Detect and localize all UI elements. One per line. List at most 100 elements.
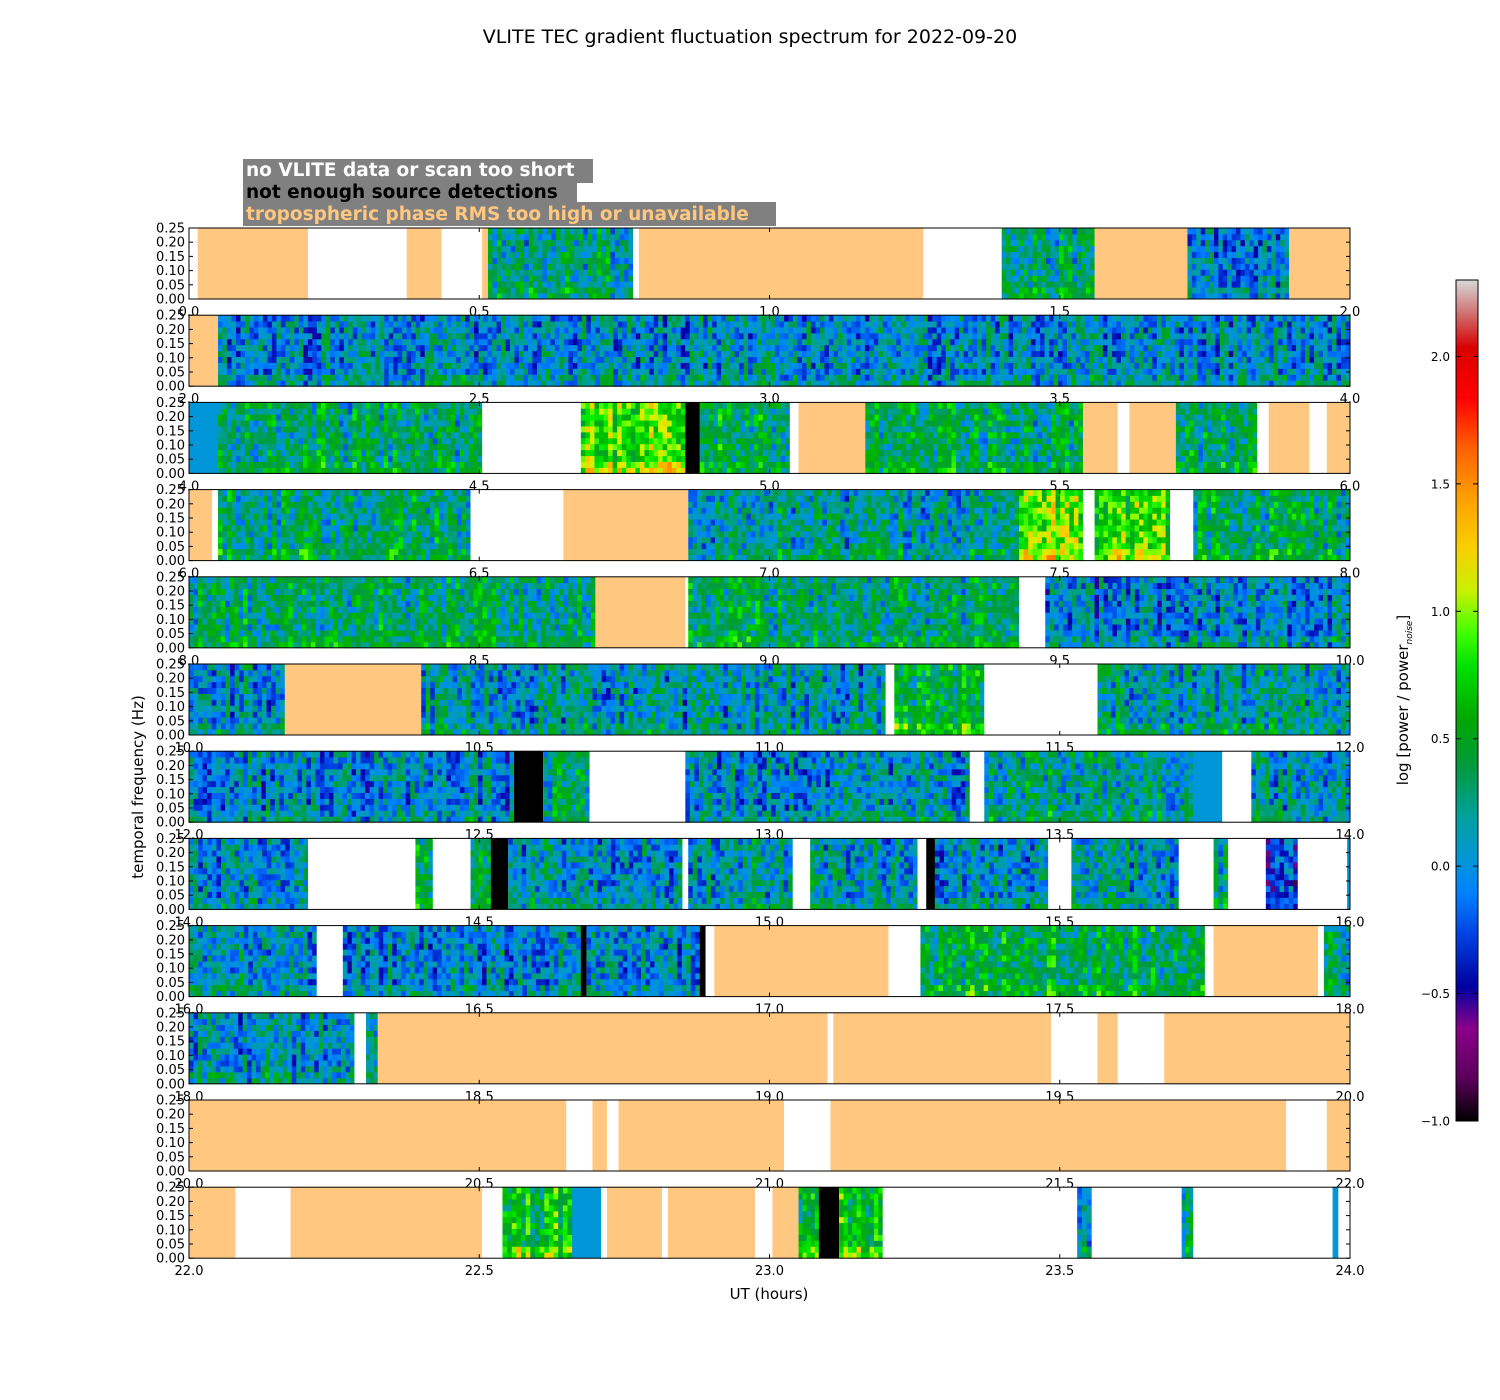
spectrum-cell	[1089, 374, 1095, 381]
spectrum-cell	[1120, 344, 1126, 352]
spectrum-cell	[806, 327, 812, 334]
spectrum-cell	[833, 350, 839, 358]
spectrum-cell	[580, 455, 586, 462]
spectrum-cell	[551, 293, 557, 300]
spectrum-cell	[235, 455, 241, 462]
spectrum-cell	[1327, 327, 1333, 334]
spectrum-cell	[258, 356, 264, 363]
spectrum-cell	[610, 245, 616, 253]
spectrum-cell	[1138, 338, 1144, 346]
spectrum-cell	[662, 368, 668, 375]
spectrum-cell	[532, 350, 538, 358]
spectrum-cell	[271, 467, 277, 474]
spectrum-cell	[1152, 321, 1158, 328]
spectrum-cell	[514, 356, 520, 363]
spectrum-cell	[240, 408, 246, 415]
spectrum-cell	[581, 356, 587, 363]
spectrum-cell	[294, 467, 300, 474]
spectrum-cell	[460, 380, 466, 387]
spectrum-cell	[1200, 239, 1206, 247]
spectrum-cell	[574, 269, 580, 276]
spectrum-cell	[644, 402, 650, 409]
spectrum-cell	[429, 350, 435, 358]
spectrum-cell	[1218, 275, 1224, 282]
spectrum-cell	[734, 327, 740, 334]
legend-no-data: no VLITE data or scan too short	[246, 160, 575, 181]
tropo-rms-segment	[1094, 228, 1188, 299]
spectrum-cell	[617, 455, 623, 462]
spectrum-cell	[506, 281, 512, 288]
spectrum-cell	[1040, 374, 1045, 381]
spectrum-cell	[397, 402, 402, 409]
spectrum-cell	[249, 321, 255, 328]
spectrum-cell	[1191, 251, 1197, 258]
spectrum-cell	[365, 443, 371, 451]
spectrum-cell	[1284, 228, 1290, 235]
spectrum-cell	[253, 402, 259, 409]
spectrum-cell	[734, 315, 740, 322]
spectrum-cell	[658, 408, 664, 415]
spectrum-cell	[662, 374, 668, 381]
spectrum-cell	[639, 467, 645, 474]
spectrum-cell	[873, 368, 879, 375]
spectrum-cell	[524, 287, 530, 294]
spectrum-cell	[860, 350, 866, 358]
spectrum-cell	[388, 461, 394, 468]
spectrum-cell	[492, 380, 497, 387]
spectrum-cell	[388, 315, 394, 322]
spectrum-cell	[1253, 239, 1259, 247]
spectrum-cell	[626, 402, 632, 409]
spectrum-cell	[419, 467, 425, 474]
spectrum-cell	[712, 327, 718, 334]
spectrum-cell	[1231, 287, 1237, 294]
spectrum-cell	[510, 269, 516, 276]
spectrum-cell	[244, 321, 250, 328]
spectrum-cell	[797, 327, 803, 334]
spectrum-cell	[1089, 332, 1095, 340]
spectrum-cell	[542, 257, 548, 264]
spectrum-cell	[1076, 251, 1082, 258]
spectrum-cell	[990, 332, 996, 340]
spectrum-cell	[1161, 374, 1167, 381]
spectrum-cell	[1054, 245, 1060, 253]
spectrum-cell	[1191, 281, 1197, 288]
spectrum-cell	[640, 344, 646, 352]
spectrum-cell	[1323, 368, 1328, 375]
spectrum-cell	[1054, 228, 1060, 235]
spectrum-cell	[366, 350, 372, 358]
spectrum-cell	[1271, 257, 1277, 264]
spectrum-cell	[1287, 327, 1292, 334]
spectrum-cell	[227, 380, 232, 387]
spectrum-cell	[249, 350, 255, 358]
spectrum-cell	[624, 228, 629, 235]
spectrum-cell	[635, 368, 641, 375]
spectrum-cell	[560, 233, 566, 241]
spectrum-cell	[592, 287, 598, 294]
spectrum-cell	[662, 321, 668, 328]
spectrum-cell	[1081, 275, 1087, 282]
spectrum-cell	[614, 281, 620, 288]
spectrum-cell	[1023, 257, 1029, 264]
spectrum-cell	[406, 431, 411, 439]
spectrum-cell	[592, 251, 598, 258]
spectrum-cell	[1147, 356, 1153, 363]
spectrum-cell	[365, 431, 371, 439]
spectrum-cell	[612, 467, 618, 474]
spectrum-cell	[1205, 293, 1210, 300]
spectrum-cell	[626, 344, 632, 352]
spectrum-cell	[343, 408, 349, 415]
spectrum-cell	[1188, 380, 1194, 387]
spectrum-cell	[565, 275, 570, 282]
spectrum-cell	[546, 275, 552, 282]
spectrum-cell	[1058, 380, 1063, 387]
spectrum-cell	[437, 461, 443, 468]
spectrum-cell	[1284, 251, 1290, 258]
spectrum-cell	[1058, 374, 1063, 381]
spectrum-cell	[1075, 315, 1081, 322]
spectrum-cell	[329, 414, 335, 421]
spectrum-cell	[932, 332, 938, 340]
spectrum-cell	[433, 380, 439, 387]
spectrum-cell	[1271, 293, 1277, 300]
spectrum-cell	[227, 362, 232, 369]
spectrum-cell	[401, 402, 407, 409]
